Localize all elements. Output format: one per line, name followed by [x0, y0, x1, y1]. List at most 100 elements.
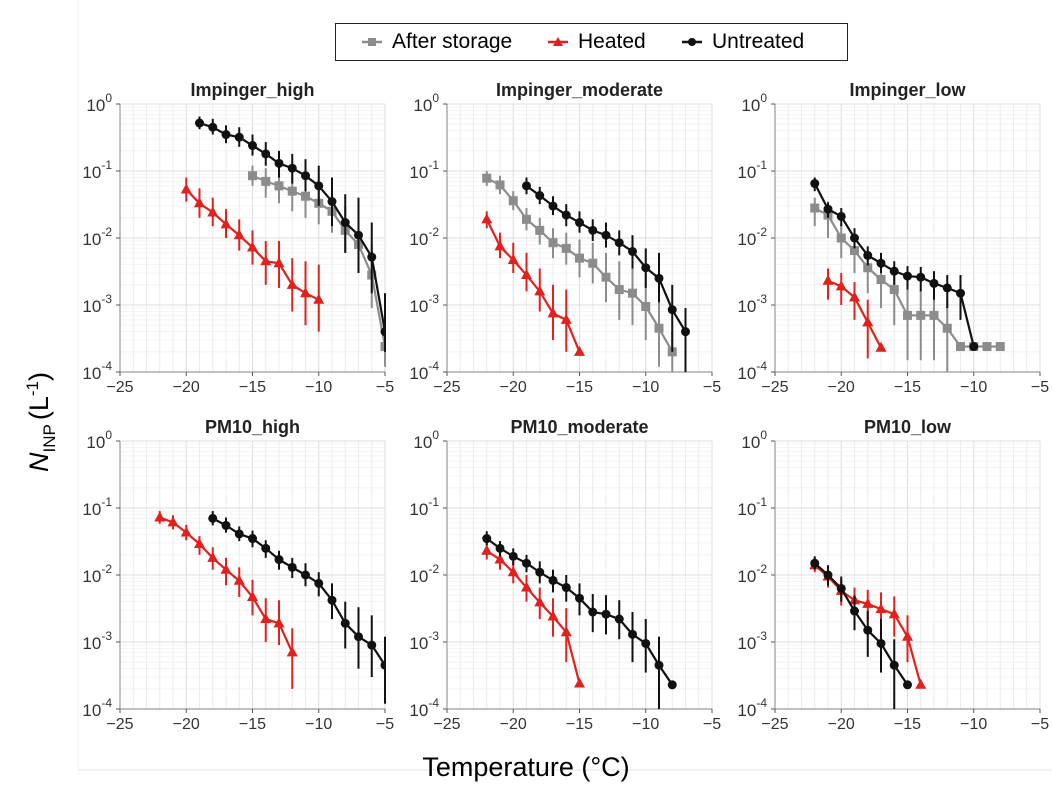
- data-point: [667, 680, 677, 690]
- data-point: [380, 660, 386, 670]
- data-point: [561, 583, 571, 593]
- data-point: [340, 618, 350, 628]
- data-point: [561, 210, 571, 220]
- data-point: [875, 603, 887, 614]
- data-point: [380, 327, 386, 337]
- plot-area: [481, 171, 690, 372]
- data-point: [495, 180, 505, 190]
- data-point: [208, 513, 218, 523]
- data-point: [641, 638, 651, 648]
- data-point: [207, 206, 219, 217]
- data-point: [588, 258, 598, 268]
- data-point: [654, 273, 664, 283]
- plot-area: [180, 116, 386, 367]
- data-point: [575, 253, 584, 263]
- y-tick-label: 100: [86, 428, 112, 452]
- x-tick-label: −15: [566, 379, 593, 396]
- data-point: [354, 632, 363, 642]
- x-tick-label: −5: [376, 379, 394, 396]
- data-point: [942, 283, 952, 293]
- plot-area: [810, 177, 1005, 372]
- x-tick-label: −25: [433, 379, 460, 396]
- x-tick-label: −10: [960, 379, 987, 396]
- data-point: [248, 534, 257, 544]
- data-point: [481, 544, 493, 555]
- y-tick-label: 10-3: [737, 292, 767, 316]
- data-point: [849, 291, 860, 302]
- x-tick-label: −20: [500, 379, 527, 396]
- legend-item-untreated: Untreated: [682, 24, 804, 60]
- data-point: [995, 342, 1005, 352]
- data-point: [588, 225, 598, 235]
- data-point: [641, 263, 651, 273]
- data-point: [207, 551, 219, 562]
- y-tick-label: 10-1: [409, 495, 439, 519]
- plot-area: [809, 556, 927, 709]
- legend-item-heated: Heated: [548, 24, 646, 60]
- x-tick-label: −15: [239, 379, 266, 396]
- y-tick-label: 10-4: [82, 359, 112, 383]
- data-point: [286, 646, 298, 657]
- data-point: [654, 660, 664, 670]
- x-tick-label: −15: [239, 716, 266, 733]
- data-point: [863, 625, 873, 635]
- data-point: [823, 570, 833, 580]
- data-point: [194, 197, 205, 208]
- x-tick-label: −15: [894, 379, 921, 396]
- data-point: [233, 574, 245, 585]
- data-point: [823, 204, 833, 214]
- data-point: [956, 288, 965, 298]
- data-point: [548, 201, 558, 211]
- plot-area: [154, 511, 386, 704]
- data-point: [876, 275, 886, 285]
- data-point: [301, 171, 310, 181]
- data-point: [274, 158, 284, 168]
- data-point: [535, 191, 545, 201]
- data-point: [167, 516, 179, 527]
- data-point: [274, 181, 284, 191]
- x-tick-label: −5: [703, 379, 721, 396]
- data-point: [575, 218, 584, 228]
- data-point: [614, 285, 624, 295]
- panel-title: PM10_low: [864, 417, 952, 437]
- series-heated: [154, 511, 298, 689]
- panel-pm10-high: 10-4 10-3 10-2 10-1 100 −25 −20 −15 −10 −5 PM10_hi…: [82, 417, 394, 733]
- series-untreated: [810, 177, 979, 352]
- y-tick-label: 10-4: [409, 696, 439, 720]
- y-tick-label: 10-3: [82, 292, 112, 316]
- data-point: [522, 558, 531, 568]
- plot-area: [481, 531, 677, 709]
- data-point: [507, 566, 519, 577]
- data-point: [261, 543, 271, 553]
- x-tick-label: −25: [433, 716, 460, 733]
- data-point: [916, 310, 926, 320]
- data-point: [313, 293, 325, 304]
- x-tick-label: −20: [173, 379, 200, 396]
- data-point: [915, 678, 927, 689]
- data-point: [508, 551, 518, 561]
- data-point: [380, 342, 386, 352]
- y-tick-label: 10-3: [737, 629, 767, 653]
- panel-impinger-moderate: 10-4 10-3 10-2 10-1 100 −25 −20 −15 −10 −5 Impinge…: [409, 80, 721, 396]
- series-untreated: [208, 511, 386, 704]
- triangle-marker-icon: [548, 37, 568, 46]
- data-point: [534, 285, 546, 296]
- data-point: [863, 250, 873, 260]
- series-after-storage: [482, 171, 677, 372]
- data-point: [208, 122, 218, 132]
- y-tick-label: 10-1: [82, 158, 112, 182]
- data-point: [234, 529, 244, 539]
- series-untreated: [522, 177, 690, 372]
- data-point: [929, 310, 939, 320]
- data-point: [273, 617, 285, 628]
- y-tick-label: 10-2: [82, 225, 112, 249]
- series-heated: [481, 543, 585, 688]
- data-point: [614, 238, 624, 248]
- panel-impinger-low: 10-4 10-3 10-2 10-1 100 −25 −20 −15 −10 −5 Impinge…: [737, 80, 1049, 396]
- x-tick-label: −5: [1031, 379, 1049, 396]
- panel-title: PM10_high: [205, 417, 300, 437]
- data-point: [875, 341, 887, 352]
- x-tick-label: −20: [828, 716, 855, 733]
- x-tick-label: −5: [376, 716, 394, 733]
- data-point: [956, 342, 965, 352]
